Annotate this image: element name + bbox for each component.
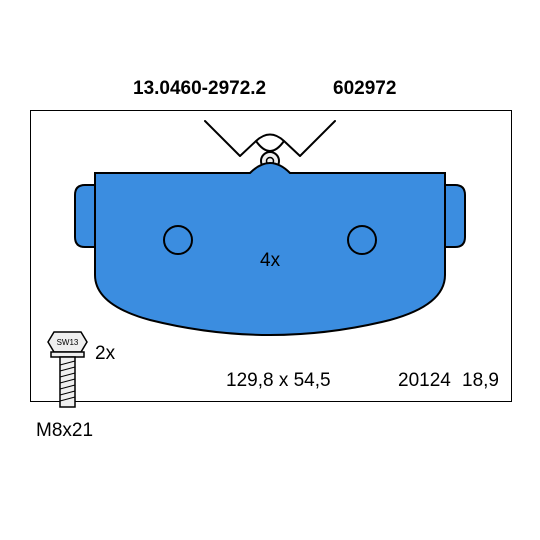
dimensions-label: 129,8 x 54,5 — [226, 370, 331, 392]
pad-quantity-label: 4x — [260, 250, 280, 272]
bolt-spec-label: M8x21 — [36, 420, 93, 442]
part-number-2: 602972 — [333, 78, 396, 100]
part-number-1: 13.0460-2972.2 — [133, 78, 266, 100]
ref-code-label: 20124 — [398, 370, 451, 392]
diagram-canvas: 13.0460-2972.2 602972 4x — [0, 0, 540, 540]
bolt-icon: SW13 — [45, 330, 90, 415]
thickness-label: 18,9 — [462, 370, 499, 392]
bolt-quantity-label: 2x — [95, 343, 115, 365]
bolt-hex-label: SW13 — [57, 338, 79, 347]
